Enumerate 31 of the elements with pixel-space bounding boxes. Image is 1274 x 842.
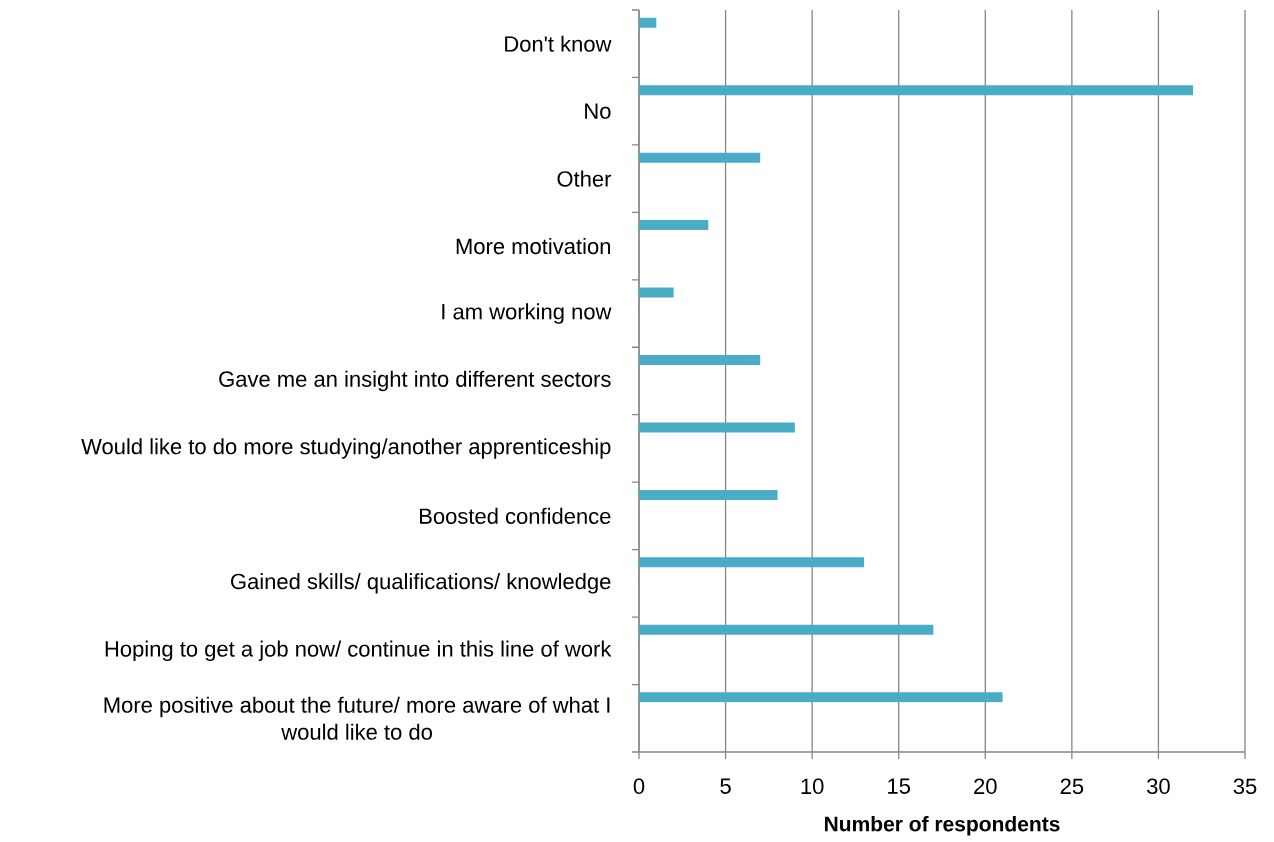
y-tick-label: Don't know [505,35,612,52]
x-tick-label: 20 [974,778,997,795]
x-tick-label: 10 [801,778,824,795]
x-tick-label: 15 [888,778,911,794]
y-tick-label: Other [557,170,612,187]
y-tick-label: Would like to do more studying/another apprenticeship [81,438,611,459]
y-tick-label: Hoping to get a job now/ continue in this line of work [105,640,612,662]
bar [639,422,795,433]
bar [639,17,657,28]
x-tick-label: 35 [1233,778,1257,795]
bar [639,354,761,365]
bar [639,287,674,298]
bar [639,557,865,568]
x-tick-label: 0 [633,778,645,795]
y-tick-label: Gave me an insight into different sectors [219,370,611,392]
x-tick-label: 30 [1147,778,1170,795]
bar [639,489,778,500]
y-tick-label: I am working now [442,303,612,324]
x-tick-label: 25 [1060,778,1084,795]
bar [639,220,709,231]
bar [639,692,1003,703]
x-axis-title: Number of respondents [824,815,1060,836]
y-tick-label: Boosted confidence [420,507,611,524]
y-tick-label: Gained skills/ qualifications/ knowledge [231,573,611,594]
bar [639,152,761,163]
bar [639,624,934,635]
x-tick-label: 5 [720,778,731,794]
bar [639,85,1194,96]
y-tick-label: More positive about the future/ more aware of what I would like to do [104,696,610,740]
y-tick-label: No [585,103,611,119]
y-tick-label: More motivation [456,238,610,255]
